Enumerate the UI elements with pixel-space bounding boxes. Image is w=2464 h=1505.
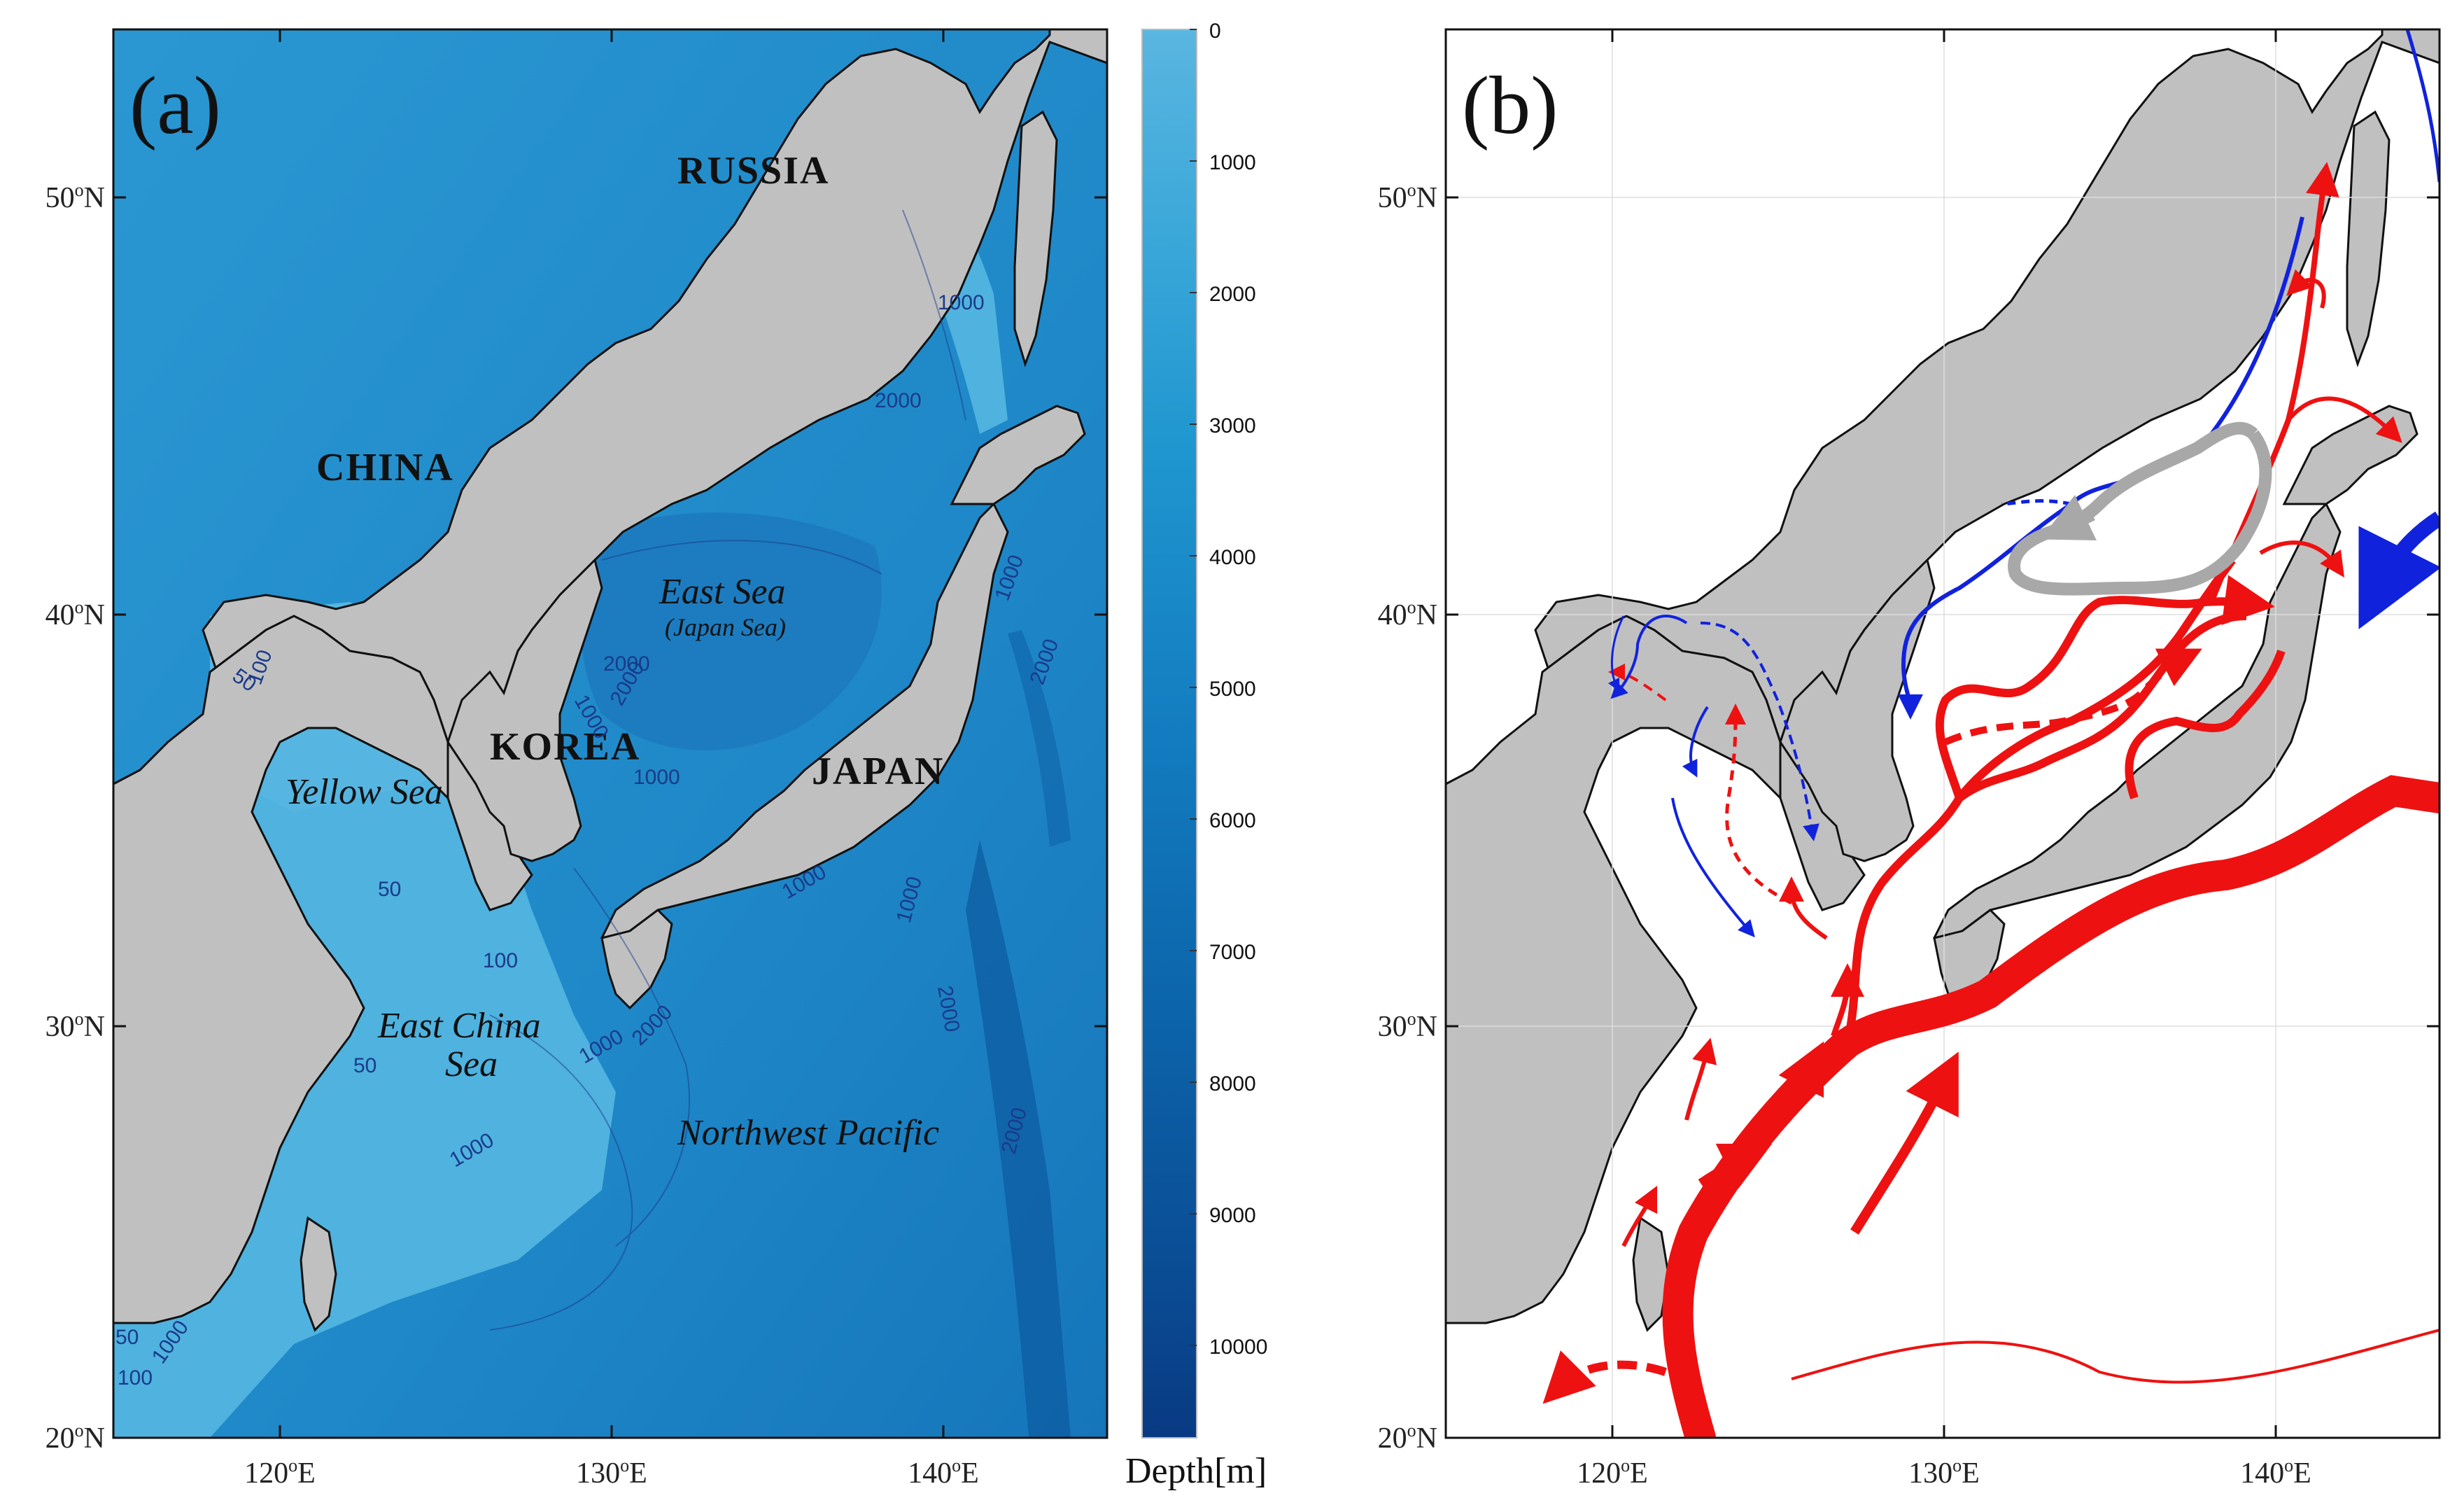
warm-arrow <box>1698 1143 1773 1189</box>
label-korea: KOREA <box>490 725 640 769</box>
lon-tick-130-a: 130oE <box>576 1455 647 1490</box>
tsushima-coastal <box>1957 612 2247 802</box>
contour-label: 100 <box>483 949 518 972</box>
bohai-cold <box>1610 615 1688 699</box>
tsugaru-warm <box>2259 540 2344 578</box>
trench-north <box>1008 630 1071 847</box>
lon-tick-140-b: 140oE <box>2240 1455 2311 1490</box>
trench <box>966 840 1071 1438</box>
currents-map <box>1446 29 2440 1438</box>
dashed-warm-branch <box>1944 648 2202 746</box>
label-ecs-2: Sea <box>445 1044 498 1084</box>
lon-tick-120-a: 120oE <box>244 1455 316 1490</box>
lon-tick-140-a: 140oE <box>908 1455 979 1490</box>
lat-tick-50-a: 50oN <box>45 180 105 214</box>
warm-arrow <box>1621 1185 1658 1247</box>
sakhalin-land <box>1013 110 1058 368</box>
contour-label: 50 <box>378 878 401 901</box>
lon-tick-130-b: 130oE <box>1908 1455 1980 1490</box>
oyashio-current <box>2358 511 2440 630</box>
panel-b-axes: 20oN 30oN 40oN 50oN 120oE 130oE 140oE <box>1378 29 2440 1490</box>
taiwan-land <box>300 1216 337 1332</box>
tsushima-second <box>2125 650 2286 799</box>
gyre-arrow <box>2040 495 2097 541</box>
panel-b: (b) 20oN 30oN 40oN 50oN 120oE 130oE 140o… <box>1378 28 2441 1490</box>
bohai-cold-2 <box>1607 615 1625 692</box>
contour-label: 50 <box>115 1326 139 1349</box>
panel-a-axes: 20oN 30oN 40oN 50oN 120oE 130oE 140oE <box>45 29 1107 1490</box>
taiwan-branch <box>1542 1350 1667 1404</box>
cb-tick: 6000 <box>1209 809 1256 832</box>
kuroshio-current <box>1662 775 2440 1438</box>
yellow-sea-warm <box>1724 704 1793 905</box>
contour-label: 50 <box>353 1054 376 1077</box>
cb-tick: 7000 <box>1209 941 1256 964</box>
warm-arrow <box>1778 1041 1824 1108</box>
cb-tick: 9000 <box>1209 1204 1256 1227</box>
label-yellow-sea: Yellow Sea <box>286 772 443 812</box>
lon-tick-120-b: 120oE <box>1577 1455 1648 1490</box>
hokkaido-land <box>950 405 1086 505</box>
lat-tick-20-b: 20oN <box>1378 1420 1437 1455</box>
cb-tick: 2000 <box>1209 283 1256 306</box>
cb-tick: 5000 <box>1209 678 1256 701</box>
colorbar: 0 1000 2000 3000 4000 5000 6000 7000 800… <box>1125 20 1267 1491</box>
label-japan-sea: (Japan Sea) <box>665 613 786 641</box>
warm-arrow <box>1779 876 1828 940</box>
soya-warm <box>2286 269 2326 309</box>
tsugaru-out <box>2286 396 2402 443</box>
contours <box>489 209 966 1331</box>
eks-gyre <box>2008 421 2272 596</box>
korea-land <box>446 558 603 862</box>
china-land <box>113 29 449 1324</box>
colorbar-ramp <box>1141 29 1197 1438</box>
contour-label: 100 <box>118 1366 153 1390</box>
contour-label: 1000 <box>938 291 985 314</box>
bathymetry-map <box>113 29 1107 1438</box>
cold-dashed <box>2001 499 2072 506</box>
label-japan: JAPAN <box>812 750 944 793</box>
lat-tick-30-b: 30oN <box>1378 1009 1437 1043</box>
label-east-sea: East Sea <box>659 572 786 612</box>
warm-arrow <box>1830 963 1864 1037</box>
cb-tick: 0 <box>1209 20 1221 43</box>
panel-a-label: (a) <box>129 59 221 151</box>
cb-tick: 1000 <box>1209 151 1256 174</box>
nec-current <box>1791 1329 2440 1384</box>
yellow-sea-cold <box>1682 706 1709 778</box>
lat-tick-40-a: 40oN <box>45 597 105 631</box>
bohai-warm <box>1608 664 1667 701</box>
cb-tick: 10000 <box>1209 1336 1267 1359</box>
lat-tick-50-b: 50oN <box>1378 180 1437 214</box>
contour-label: 1000 <box>633 766 680 789</box>
eke-branch <box>1935 575 2275 799</box>
label-china: CHINA <box>316 446 454 489</box>
panel-a: (a) RUSSIA CHINA KOREA JAPAN East Sea (J… <box>45 20 1268 1491</box>
east-sea-basin <box>581 512 882 751</box>
lat-tick-20-a: 20oN <box>45 1420 105 1455</box>
china-coastal <box>1671 797 1755 938</box>
tsugaru-north <box>2209 162 2339 603</box>
korean-coastal <box>1700 622 1819 841</box>
panel-a-frame <box>112 28 1108 1439</box>
label-nw-pacific: Northwest Pacific <box>677 1113 939 1153</box>
panel-b-label: (b) <box>1462 59 1558 151</box>
warm-arrow <box>1850 1051 1959 1235</box>
oyashio-north <box>2405 29 2440 183</box>
tsushima-branch <box>1843 557 2236 1044</box>
cb-tick: 4000 <box>1209 546 1256 569</box>
cb-tick: 8000 <box>1209 1072 1256 1096</box>
lat-tick-40-b: 40oN <box>1378 597 1437 631</box>
label-russia: RUSSIA <box>677 149 829 192</box>
colorbar-title: Depth[m] <box>1125 1451 1267 1491</box>
cb-tick: 3000 <box>1209 414 1256 438</box>
panel-b-frame <box>1444 28 2441 1439</box>
contour-label: 2000 <box>875 389 922 412</box>
label-ecs-1: East China <box>377 1006 541 1046</box>
honshu-land <box>600 502 1009 954</box>
warm-arrow <box>1684 1037 1717 1121</box>
contour-label: 2000 <box>603 652 650 676</box>
lat-tick-30-a: 30oN <box>45 1009 105 1043</box>
